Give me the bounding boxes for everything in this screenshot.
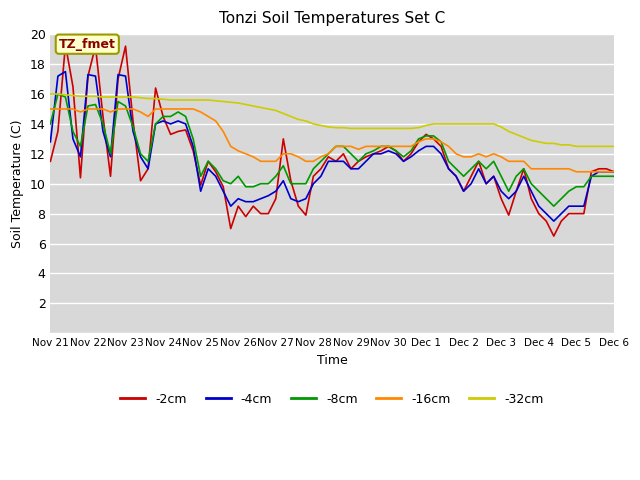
-8cm bbox=[47, 121, 54, 127]
Line: -16cm: -16cm bbox=[51, 109, 614, 172]
-8cm bbox=[415, 136, 422, 142]
-32cm bbox=[340, 125, 348, 131]
-4cm bbox=[347, 166, 355, 172]
-16cm bbox=[497, 154, 505, 160]
-8cm bbox=[250, 184, 257, 190]
Title: Tonzi Soil Temperatures Set C: Tonzi Soil Temperatures Set C bbox=[219, 11, 445, 26]
-2cm bbox=[250, 204, 257, 209]
Line: -32cm: -32cm bbox=[51, 94, 614, 146]
-16cm bbox=[573, 169, 580, 175]
Line: -2cm: -2cm bbox=[51, 45, 614, 236]
-4cm bbox=[107, 154, 115, 160]
-2cm bbox=[107, 173, 115, 179]
-2cm bbox=[47, 158, 54, 164]
-2cm bbox=[610, 169, 618, 175]
-4cm bbox=[250, 199, 257, 204]
-32cm bbox=[497, 124, 505, 130]
Text: TZ_fmet: TZ_fmet bbox=[59, 37, 116, 51]
Legend: -2cm, -4cm, -8cm, -16cm, -32cm: -2cm, -4cm, -8cm, -16cm, -32cm bbox=[115, 388, 549, 411]
-4cm bbox=[47, 139, 54, 145]
-2cm bbox=[61, 42, 69, 48]
-2cm bbox=[415, 139, 422, 145]
-32cm bbox=[422, 122, 430, 128]
-4cm bbox=[429, 144, 437, 149]
-16cm bbox=[242, 151, 250, 156]
-32cm bbox=[47, 91, 54, 97]
-4cm bbox=[610, 169, 618, 175]
-16cm bbox=[422, 136, 430, 142]
-4cm bbox=[505, 196, 513, 202]
-2cm bbox=[550, 233, 557, 239]
Y-axis label: Soil Temperature (C): Soil Temperature (C) bbox=[11, 120, 24, 248]
-8cm bbox=[429, 133, 437, 139]
-32cm bbox=[242, 102, 250, 108]
-8cm bbox=[347, 151, 355, 156]
-16cm bbox=[47, 106, 54, 112]
-32cm bbox=[610, 144, 618, 149]
X-axis label: Time: Time bbox=[317, 354, 348, 367]
Line: -8cm: -8cm bbox=[51, 94, 614, 206]
-16cm bbox=[610, 169, 618, 175]
-2cm bbox=[347, 166, 355, 172]
-8cm bbox=[550, 204, 557, 209]
-32cm bbox=[407, 126, 415, 132]
-32cm bbox=[573, 144, 580, 149]
-16cm bbox=[407, 144, 415, 149]
-2cm bbox=[505, 212, 513, 218]
-2cm bbox=[429, 136, 437, 142]
-32cm bbox=[99, 94, 107, 100]
-4cm bbox=[61, 69, 69, 74]
-4cm bbox=[415, 148, 422, 154]
-8cm bbox=[107, 151, 115, 156]
-8cm bbox=[505, 188, 513, 194]
-16cm bbox=[340, 144, 348, 149]
-8cm bbox=[610, 173, 618, 179]
-4cm bbox=[550, 218, 557, 224]
Line: -4cm: -4cm bbox=[51, 72, 614, 221]
-8cm bbox=[54, 91, 61, 97]
-16cm bbox=[99, 106, 107, 112]
